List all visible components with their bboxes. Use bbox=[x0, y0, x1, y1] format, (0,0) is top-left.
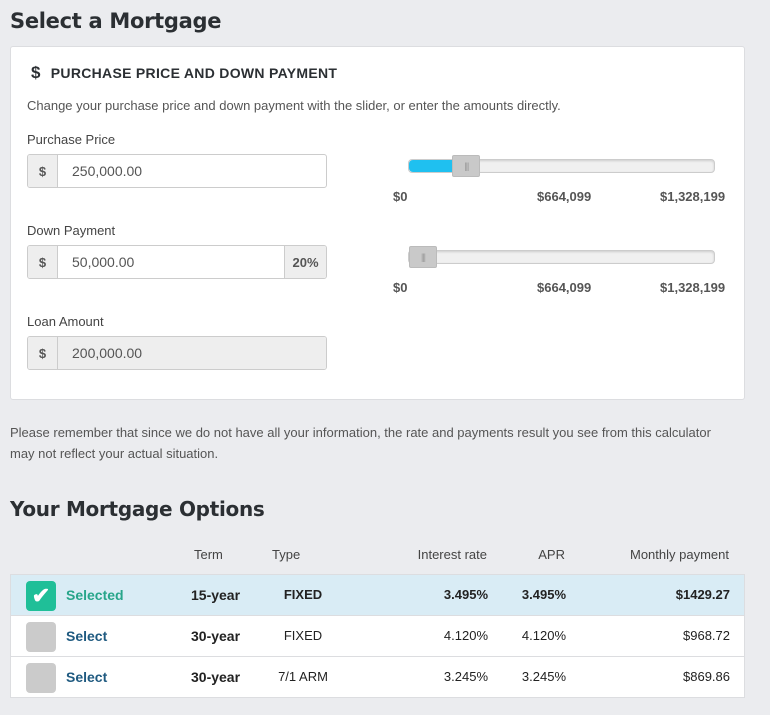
apr: 3.245% bbox=[521, 669, 566, 684]
slider-fill bbox=[409, 160, 467, 172]
currency-prefix: $ bbox=[28, 155, 58, 187]
purchase-price-field[interactable]: $ 250,000.00 bbox=[27, 154, 327, 188]
select-button[interactable]: Select bbox=[66, 628, 108, 644]
disclaimer: Please remember that since we do not hav… bbox=[10, 425, 711, 461]
type: 7/1 ARM bbox=[278, 669, 328, 684]
purchase-price-label: Purchase Price bbox=[27, 132, 116, 147]
table-row[interactable]: Select 30-year 7/1 ARM 3.245% 3.245% $86… bbox=[11, 657, 744, 698]
currency-prefix: $ bbox=[28, 246, 58, 278]
slider-min: $0 bbox=[393, 189, 408, 204]
header-payment: Monthly payment bbox=[630, 547, 729, 562]
apr: 3.495% bbox=[521, 587, 566, 602]
slider-thumb[interactable]: ||| bbox=[452, 155, 481, 177]
loan-amount-value: 200,000.00 bbox=[58, 337, 326, 369]
slider-mid: $664,099 bbox=[537, 280, 592, 295]
header-term: Term bbox=[194, 547, 223, 562]
header-rate: Interest rate bbox=[417, 547, 487, 562]
select-button[interactable]: Select bbox=[66, 669, 108, 685]
header-apr: APR bbox=[538, 547, 565, 562]
description: Change your purchase price and down paym… bbox=[27, 98, 561, 113]
down-payment-field[interactable]: $ 50,000.00 20% bbox=[27, 245, 327, 279]
page-title: Select a Mortgage bbox=[10, 9, 222, 33]
loan-amount-field: $ 200,000.00 bbox=[27, 336, 327, 370]
interest-rate: 3.495% bbox=[443, 587, 488, 602]
term: 15-year bbox=[191, 587, 241, 603]
header-type: Type bbox=[272, 547, 301, 562]
checkbox-icon[interactable] bbox=[26, 622, 56, 652]
type: FIXED bbox=[283, 587, 323, 602]
monthly-payment: $1429.27 bbox=[675, 587, 730, 602]
mortgage-options-table: ✔ Selected 15-year FIXED 3.495% 3.495% $… bbox=[10, 574, 745, 698]
slider-thumb[interactable]: ||| bbox=[409, 246, 437, 268]
interest-rate: 4.120% bbox=[443, 628, 488, 643]
apr: 4.120% bbox=[521, 628, 566, 643]
down-payment-label: Down Payment bbox=[27, 223, 116, 238]
loan-amount-label: Loan Amount bbox=[27, 314, 104, 329]
slider-max: $1,328,199 bbox=[660, 280, 726, 295]
checkbox-icon[interactable] bbox=[26, 663, 56, 693]
purchase-price-slider[interactable]: ||| bbox=[408, 155, 715, 177]
purchase-card: $ PURCHASE PRICE AND DOWN PAYMENT Change … bbox=[10, 46, 745, 400]
down-payment-input[interactable]: 50,000.00 bbox=[72, 254, 135, 270]
interest-rate: 3.245% bbox=[443, 669, 488, 684]
slider-mid: $664,099 bbox=[537, 189, 592, 204]
down-payment-percent: 20% bbox=[284, 246, 326, 278]
select-button[interactable]: Selected bbox=[66, 587, 124, 603]
table-row[interactable]: ✔ Selected 15-year FIXED 3.495% 3.495% $… bbox=[11, 575, 744, 616]
options-title: Your Mortgage Options bbox=[10, 497, 265, 521]
down-payment-slider[interactable]: ||| bbox=[408, 246, 715, 268]
monthly-payment: $869.86 bbox=[683, 669, 730, 684]
monthly-payment: $968.72 bbox=[683, 628, 730, 643]
section-title: $ PURCHASE PRICE AND DOWN PAYMENT bbox=[31, 63, 337, 83]
currency-prefix: $ bbox=[28, 337, 58, 369]
dollar-icon: $ bbox=[31, 63, 41, 82]
type: FIXED bbox=[283, 628, 323, 643]
purchase-price-input[interactable]: 250,000.00 bbox=[72, 163, 143, 179]
slider-max: $1,328,199 bbox=[660, 189, 726, 204]
checkbox-checked-icon[interactable]: ✔ bbox=[26, 581, 56, 611]
table-row[interactable]: Select 30-year FIXED 4.120% 4.120% $968.… bbox=[11, 616, 744, 657]
section-title-text: PURCHASE PRICE AND DOWN PAYMENT bbox=[50, 65, 338, 81]
term: 30-year bbox=[191, 669, 241, 685]
term: 30-year bbox=[191, 628, 241, 644]
slider-min: $0 bbox=[393, 280, 408, 295]
